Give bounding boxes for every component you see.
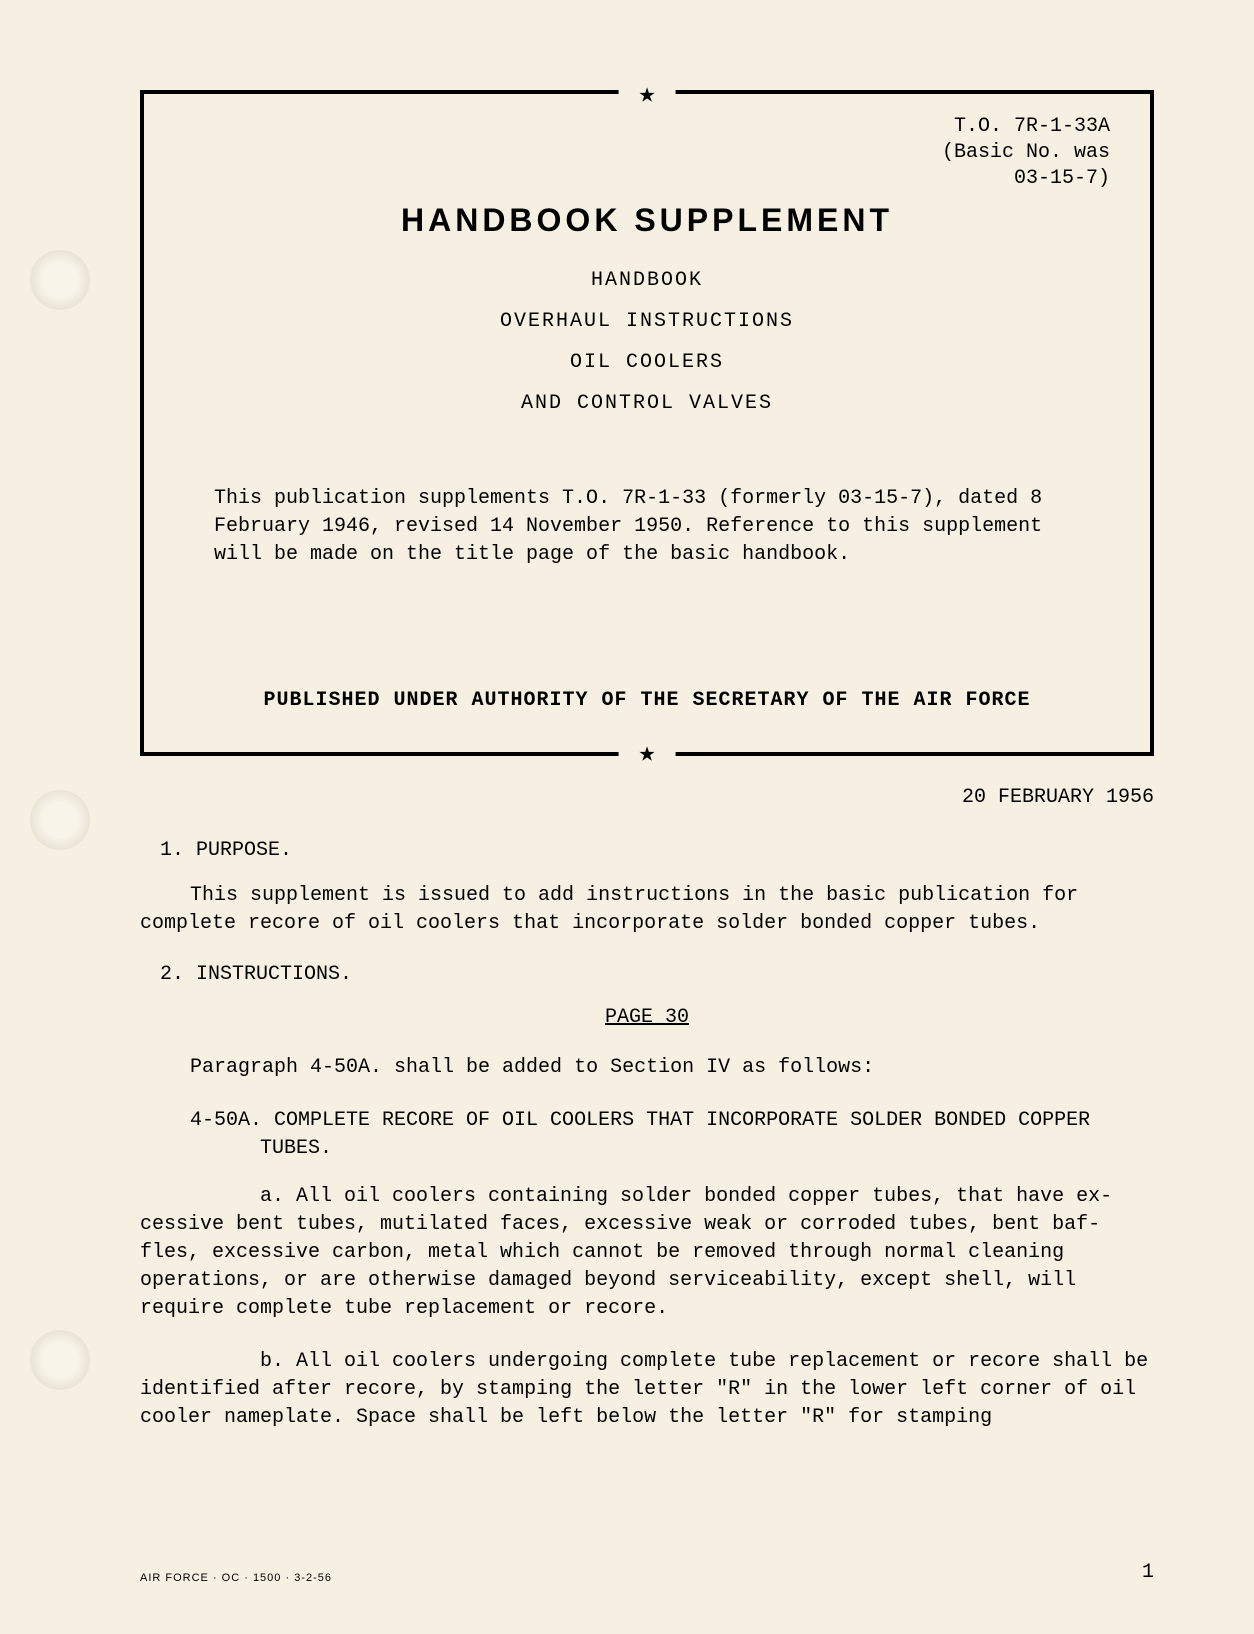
punch-hole bbox=[30, 1330, 90, 1390]
main-title: HANDBOOK SUPPLEMENT bbox=[184, 202, 1110, 239]
star-icon: ★ bbox=[619, 735, 676, 770]
doc-number-line: T.O. 7R-1-33A bbox=[184, 114, 1110, 140]
subtitle: OVERHAUL INSTRUCTIONS bbox=[184, 310, 1110, 333]
authority-statement: PUBLISHED UNDER AUTHORITY OF THE SECRETA… bbox=[184, 689, 1110, 712]
paragraph-intro: Paragraph 4-50A. shall be added to Secti… bbox=[190, 1054, 1154, 1082]
subtitle: OIL COOLERS bbox=[184, 351, 1110, 374]
page-reference: PAGE 30 bbox=[140, 1006, 1154, 1029]
page-footer: AIR FORCE · OC · 1500 · 3-2-56 1 bbox=[140, 1561, 1154, 1584]
subtitle: AND CONTROL VALVES bbox=[184, 392, 1110, 415]
paragraph-b: b. All oil coolers undergoing complete t… bbox=[140, 1348, 1154, 1432]
publication-date: 20 FEBRUARY 1956 bbox=[140, 786, 1154, 809]
section-heading-purpose: 1. PURPOSE. bbox=[160, 839, 1154, 862]
punch-hole bbox=[30, 790, 90, 850]
title-frame: ★ ★ T.O. 7R-1-33A (Basic No. was 03-15-7… bbox=[140, 90, 1154, 756]
page-number: 1 bbox=[1142, 1561, 1154, 1584]
purpose-text: This supplement is issued to add instruc… bbox=[140, 882, 1154, 938]
supplement-note: This publication supplements T.O. 7R-1-3… bbox=[184, 485, 1110, 569]
subtitle: HANDBOOK bbox=[184, 269, 1110, 292]
section-heading-instructions: 2. INSTRUCTIONS. bbox=[160, 963, 1154, 986]
paragraph-a: a. All oil coolers containing solder bon… bbox=[140, 1183, 1154, 1323]
doc-number-line: (Basic No. was bbox=[184, 140, 1110, 166]
star-icon: ★ bbox=[619, 76, 676, 111]
footer-print-info: AIR FORCE · OC · 1500 · 3-2-56 bbox=[140, 1572, 332, 1584]
paragraph-450a-heading: 4-50A. COMPLETE RECORE OF OIL COOLERS TH… bbox=[190, 1107, 1154, 1163]
doc-number-line: 03-15-7) bbox=[184, 166, 1110, 192]
punch-hole bbox=[30, 250, 90, 310]
document-number: T.O. 7R-1-33A (Basic No. was 03-15-7) bbox=[184, 114, 1110, 192]
